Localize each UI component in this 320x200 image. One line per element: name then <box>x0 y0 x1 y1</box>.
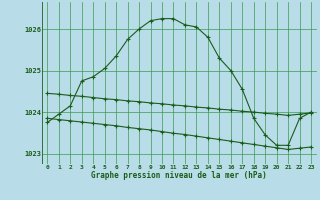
X-axis label: Graphe pression niveau de la mer (hPa): Graphe pression niveau de la mer (hPa) <box>91 171 267 180</box>
